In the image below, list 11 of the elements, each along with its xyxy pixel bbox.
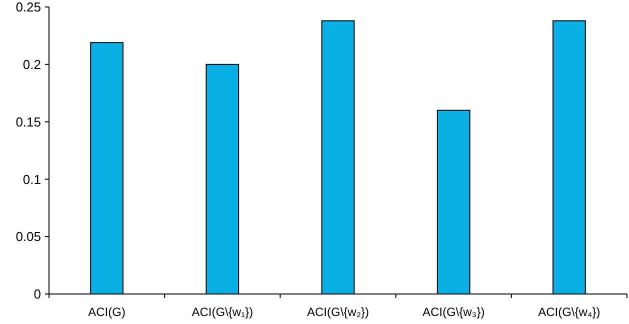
x-tick-label: ACI(G)	[88, 305, 126, 319]
x-tick-label: ACI(G\{w₁})	[192, 305, 254, 319]
y-tick-label: 0.05	[16, 229, 41, 244]
x-tick-label: ACI(G\{w₂})	[306, 305, 370, 319]
y-tick-label: 0.1	[22, 172, 41, 187]
y-tick-label: 0.25	[16, 0, 41, 15]
y-tick-label: 0.2	[22, 56, 41, 72]
y-tick-label: 0	[34, 286, 41, 302]
y-tick-label: 0.15	[16, 114, 41, 130]
x-tick-label: ACI(G\{w₄})	[538, 305, 600, 319]
x-tick-label: ACI(G\{w₃})	[422, 305, 485, 319]
